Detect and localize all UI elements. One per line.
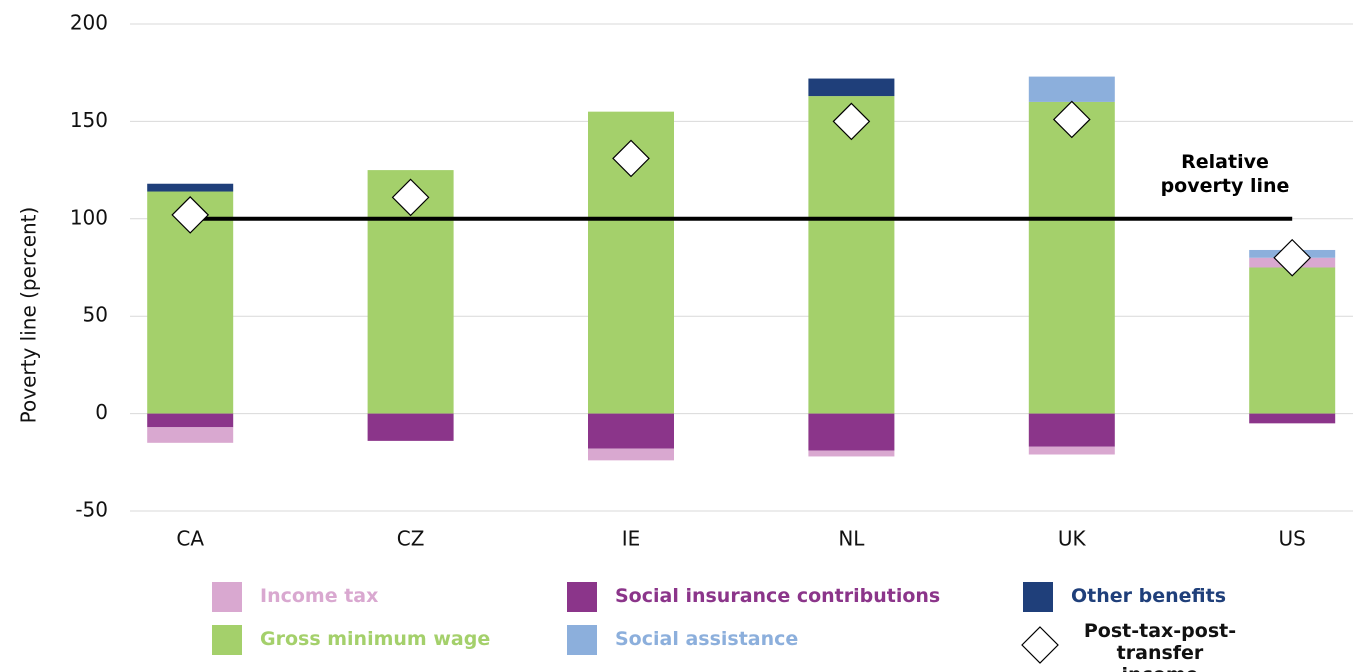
diamond-marker bbox=[1273, 238, 1312, 277]
y-tick-label: 0 bbox=[95, 400, 108, 424]
y-tick-label: 200 bbox=[70, 11, 108, 35]
x-tick-label: US bbox=[1279, 527, 1306, 551]
reference-label: Relative poverty line bbox=[1160, 151, 1290, 197]
bar-segment bbox=[1028, 76, 1115, 102]
bar-segment bbox=[808, 413, 895, 451]
bar-segment bbox=[588, 448, 674, 461]
legend-swatch bbox=[567, 582, 597, 612]
bar-segment bbox=[147, 413, 234, 428]
legend-label: Other benefits bbox=[1071, 585, 1227, 607]
diamond-marker bbox=[612, 139, 650, 178]
legend-swatch bbox=[567, 625, 597, 655]
diamond-marker bbox=[391, 178, 430, 217]
bar-segment bbox=[147, 427, 234, 443]
y-tick-label: -50 bbox=[75, 498, 108, 522]
diamond-marker bbox=[832, 102, 871, 141]
bar-segment bbox=[1249, 413, 1336, 424]
x-tick-label: UK bbox=[1058, 527, 1087, 551]
bar-segment bbox=[808, 450, 895, 457]
diamond-marker bbox=[1052, 100, 1091, 139]
y-axis-title: Poverty line (percent) bbox=[17, 207, 41, 424]
y-tick-label: 100 bbox=[70, 205, 108, 229]
diamond-marker bbox=[171, 196, 210, 234]
legend-label: Social insurance contributions bbox=[615, 585, 941, 607]
bar-segment bbox=[808, 78, 895, 97]
legend-label: Gross minimum wage bbox=[260, 628, 491, 650]
x-tick-label: NL bbox=[838, 527, 865, 551]
x-tick-label: CZ bbox=[397, 527, 425, 551]
legend-swatch bbox=[212, 582, 242, 612]
y-tick-label: 150 bbox=[70, 108, 108, 132]
legend-label: Income tax bbox=[260, 585, 379, 607]
x-tick-label: CA bbox=[176, 527, 204, 551]
x-tick-label: IE bbox=[622, 527, 641, 551]
legend-swatch bbox=[212, 625, 242, 655]
legend-swatch bbox=[1023, 582, 1053, 612]
y-tick-label: 50 bbox=[83, 303, 108, 327]
bar-segment bbox=[1249, 267, 1336, 414]
bar-segment bbox=[1028, 101, 1115, 414]
bar-segment bbox=[1028, 446, 1115, 455]
legend-label: Post-tax-post-transfer income bbox=[1083, 620, 1237, 672]
bar-segment bbox=[808, 96, 895, 414]
bar-segment bbox=[367, 413, 454, 441]
bar-segment bbox=[588, 413, 674, 449]
legend-label: Social assistance bbox=[615, 628, 799, 650]
legend-diamond bbox=[1021, 626, 1059, 664]
bar-segment bbox=[1028, 413, 1115, 447]
bar-segment bbox=[147, 183, 234, 192]
